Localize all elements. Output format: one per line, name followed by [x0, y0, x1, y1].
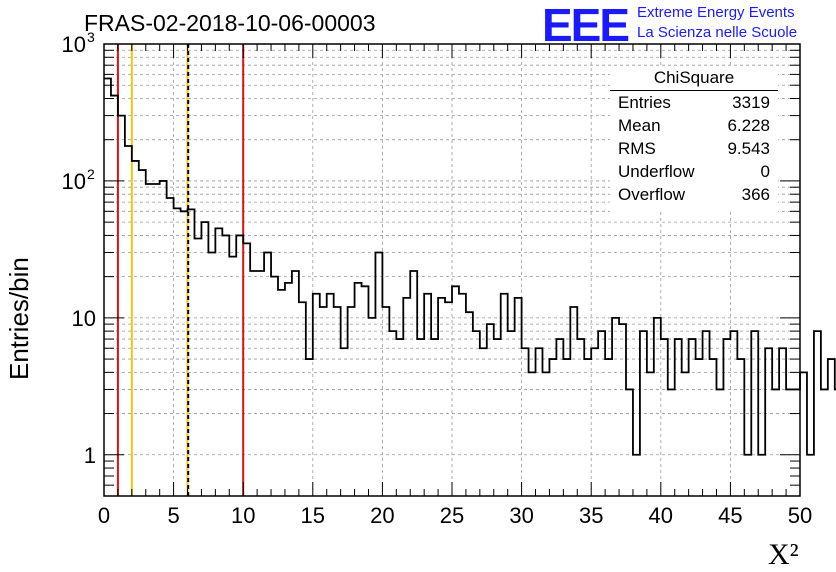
stats-divider [610, 90, 778, 91]
y-tick-label: 10 [62, 169, 86, 194]
stats-value: 6.228 [727, 116, 770, 135]
stats-key: Entries [618, 93, 671, 112]
stats-row-overflow: Overflow 366 [618, 185, 770, 207]
x-tick-label: 25 [440, 503, 464, 528]
histogram-step-line [104, 77, 836, 456]
stats-title: ChiSquare [653, 68, 735, 87]
y-tick-exponent: 2 [87, 166, 95, 182]
stats-value: 0 [760, 162, 770, 181]
x-tick-label: 0 [98, 503, 110, 528]
x-tick-label: 45 [718, 503, 742, 528]
stats-key: Overflow [618, 185, 686, 204]
x-tick-label: 30 [509, 503, 533, 528]
y-tick-label: 10 [72, 306, 96, 331]
stats-row-rms: RMS 9.543 [618, 139, 770, 161]
logo-line-2: La Scienza nelle Scuole [637, 24, 798, 41]
stats-key: RMS [618, 139, 656, 158]
stats-key: Mean [618, 116, 661, 135]
stats-value: 3319 [732, 93, 770, 112]
y-tick-label: 10 [62, 32, 86, 57]
stats-value: 9.543 [727, 139, 770, 158]
x-tick-label: 10 [231, 503, 255, 528]
y-tick-exponent: 3 [87, 29, 95, 45]
y-tick-label: 1 [84, 443, 96, 468]
logo-line-1: Extreme Energy Events [637, 4, 795, 21]
x-tick-label: 15 [301, 503, 325, 528]
stats-row-underflow: Underflow 0 [618, 162, 770, 184]
x-tick-label: 5 [167, 503, 179, 528]
x-axis-ticks: 0 5 10 15 20 25 30 35 40 45 50 [98, 44, 812, 528]
x-axis-label: Χ² [768, 538, 799, 571]
x-tick-label: 20 [370, 503, 394, 528]
y-axis-label: Entries/bin [4, 257, 34, 380]
stats-box: ChiSquare Entries 3319 Mean 6.228 RMS 9.… [610, 66, 778, 212]
stats-key: Underflow [618, 162, 695, 181]
stats-value: 366 [741, 185, 770, 204]
stats-row-mean: Mean 6.228 [618, 116, 770, 138]
x-tick-label: 35 [579, 503, 603, 528]
grid-lines [104, 44, 800, 496]
reference-lines [116, 44, 245, 496]
x-tick-label: 40 [649, 503, 673, 528]
stats-row-entries: Entries 3319 [618, 93, 770, 115]
eee-logo: EEE [542, 0, 630, 51]
x-tick-label: 50 [788, 503, 812, 528]
plot-title: FRAS-02-2018-10-06-00003 [84, 10, 376, 36]
